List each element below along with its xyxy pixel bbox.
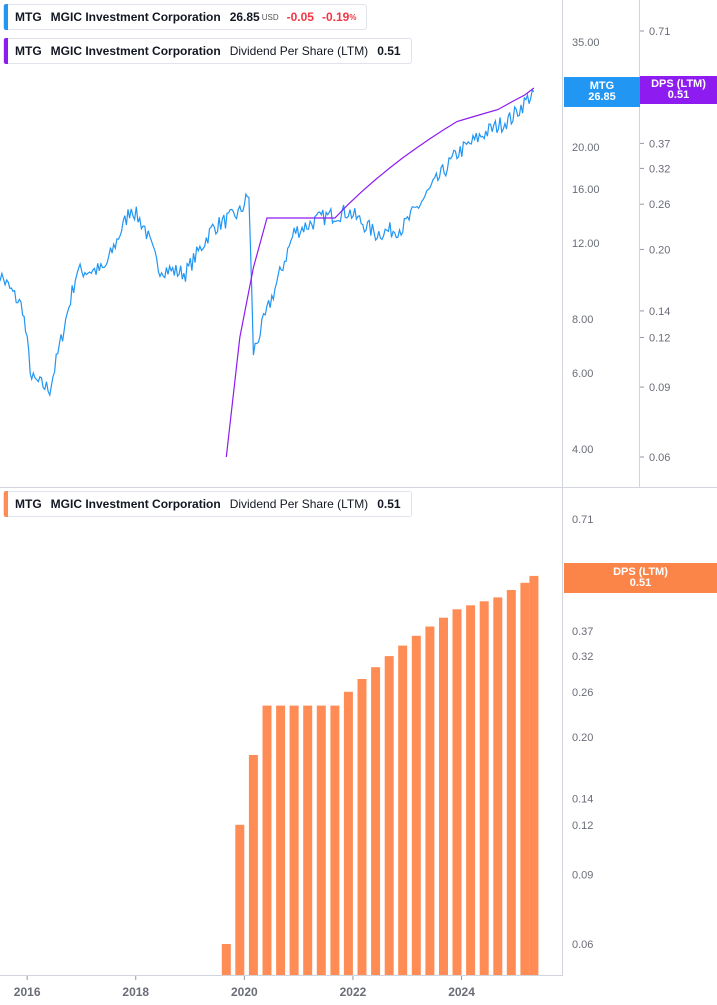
dps-axis-tick-label: 0.32 — [649, 163, 670, 175]
dps-bar — [466, 605, 476, 975]
dps-bar — [452, 609, 462, 975]
bar-axis-tick-label: 0.06 — [572, 939, 593, 951]
dps-legend-bottom-swatch — [4, 491, 8, 517]
dps-bar — [384, 656, 394, 975]
dps-axis-tick-label: 0.09 — [649, 382, 670, 394]
price-legend-pct-sign: % — [349, 12, 357, 22]
price-legend-currency: USD — [261, 12, 279, 22]
bar-axis-tick-label: 0.26 — [572, 687, 593, 699]
price-axis-tick-label: 4.00 — [572, 444, 593, 456]
dps-tag-top-value: 0.51 — [667, 89, 690, 101]
price-legend-price: 26.85 — [229, 10, 260, 24]
price-last-value-tag: MTG 26.85 — [564, 77, 640, 107]
dps-bar — [520, 582, 530, 975]
price-axis-tick-label: 8.00 — [572, 314, 593, 326]
dps-axis-tick-label: 0.06 — [649, 452, 670, 464]
dps-bar — [398, 645, 408, 975]
price-axis-tick-label: 12.00 — [572, 238, 600, 250]
dps-legend-bottom[interactable]: MTG MGIC Investment Corporation Dividend… — [3, 491, 412, 517]
dps-tag-bottom-label: DPS (LTM) — [613, 566, 668, 578]
dps-bar — [235, 824, 245, 975]
dps-axis-tick-label: 0.20 — [649, 244, 670, 256]
price-legend[interactable]: MTG MGIC Investment Corporation 26.85 US… — [3, 4, 368, 30]
bar-axis-tick-label: 0.32 — [572, 651, 593, 663]
dps-legend-top[interactable]: MTG MGIC Investment Corporation Dividend… — [3, 38, 412, 64]
dps-tag-bottom-value: 0.51 — [629, 577, 652, 589]
dps-bar — [262, 705, 272, 975]
dps-legend-top-metric: Dividend Per Share (LTM) — [229, 44, 369, 58]
price-axis-tick-label: 16.00 — [572, 184, 600, 196]
dps-bar — [506, 590, 516, 975]
dps-axis-tick-label: 0.71 — [649, 26, 670, 38]
price-legend-ticker: MTG — [15, 10, 42, 24]
price-legend-change: -0.05 — [286, 10, 314, 24]
dps-bar — [316, 705, 326, 975]
dps-bar — [248, 755, 258, 975]
dps-legend-top-company: MGIC Investment Corporation — [50, 44, 221, 58]
dps-axis-tick-label: 0.14 — [649, 306, 670, 318]
dps-bar — [529, 575, 539, 975]
dps-bar — [425, 626, 435, 975]
price-axis-tick-label: 20.00 — [572, 142, 600, 154]
price-tag-ticker: MTG — [589, 80, 615, 92]
price-legend-change-pct: -0.19 — [321, 10, 350, 24]
dps-legend-bottom-ticker: MTG — [15, 497, 42, 511]
price-legend-swatch — [4, 4, 8, 30]
bar-axis-tick-label: 0.20 — [572, 732, 593, 744]
dps-axis-tick-label: 0.37 — [649, 138, 670, 150]
dps-legend-top-ticker: MTG — [15, 44, 42, 58]
dps-bar — [479, 601, 489, 975]
dps-axis-tick-label: 0.12 — [649, 332, 670, 344]
dps-bar — [276, 705, 286, 975]
dps-bar — [493, 597, 503, 975]
bar-axis-tick-label: 0.09 — [572, 869, 593, 881]
dps-legend-bottom-value: 0.51 — [377, 497, 401, 511]
dps-bar — [303, 705, 313, 975]
dps-bar — [439, 617, 448, 975]
dps-last-value-tag-top: DPS (LTM) 0.51 — [640, 76, 717, 104]
time-axis-tick-label: 2018 — [122, 985, 149, 999]
dps-bar — [357, 679, 367, 975]
dps-bar — [221, 944, 231, 975]
dps-tag-top-label: DPS (LTM) — [651, 78, 706, 90]
dps-bar — [343, 691, 353, 975]
dps-bar — [371, 667, 381, 975]
price-axis-tick-label: 6.00 — [572, 368, 593, 380]
time-axis-tick-label: 2016 — [14, 985, 41, 999]
dps-bar — [330, 705, 340, 975]
bar-axis-tick-label: 0.71 — [572, 514, 593, 526]
dps-series-line — [225, 87, 535, 458]
bar-axis-tick-label: 0.14 — [572, 793, 593, 805]
price-series-line — [0, 88, 535, 398]
bar-axis-tick-label: 0.12 — [572, 820, 593, 832]
bar-axis-tick-label: 0.37 — [572, 626, 593, 638]
dps-axis-tick-label: 0.26 — [649, 199, 670, 211]
time-axis-tick-label: 2020 — [231, 985, 258, 999]
dps-legend-bottom-metric: Dividend Per Share (LTM) — [229, 497, 369, 511]
time-axis-tick-label: 2024 — [448, 985, 475, 999]
price-legend-company: MGIC Investment Corporation — [50, 10, 221, 24]
price-axis-tick-label: 35.00 — [572, 37, 600, 49]
dps-last-value-tag-bottom: DPS (LTM) 0.51 — [564, 563, 717, 593]
time-axis-tick-label: 2022 — [340, 985, 367, 999]
dps-bar — [289, 705, 299, 975]
price-tag-value: 26.85 — [588, 91, 616, 103]
dps-bar — [411, 635, 421, 975]
dps-legend-top-swatch — [4, 38, 8, 64]
dps-legend-top-value: 0.51 — [377, 44, 401, 58]
dps-legend-bottom-company: MGIC Investment Corporation — [50, 497, 221, 511]
